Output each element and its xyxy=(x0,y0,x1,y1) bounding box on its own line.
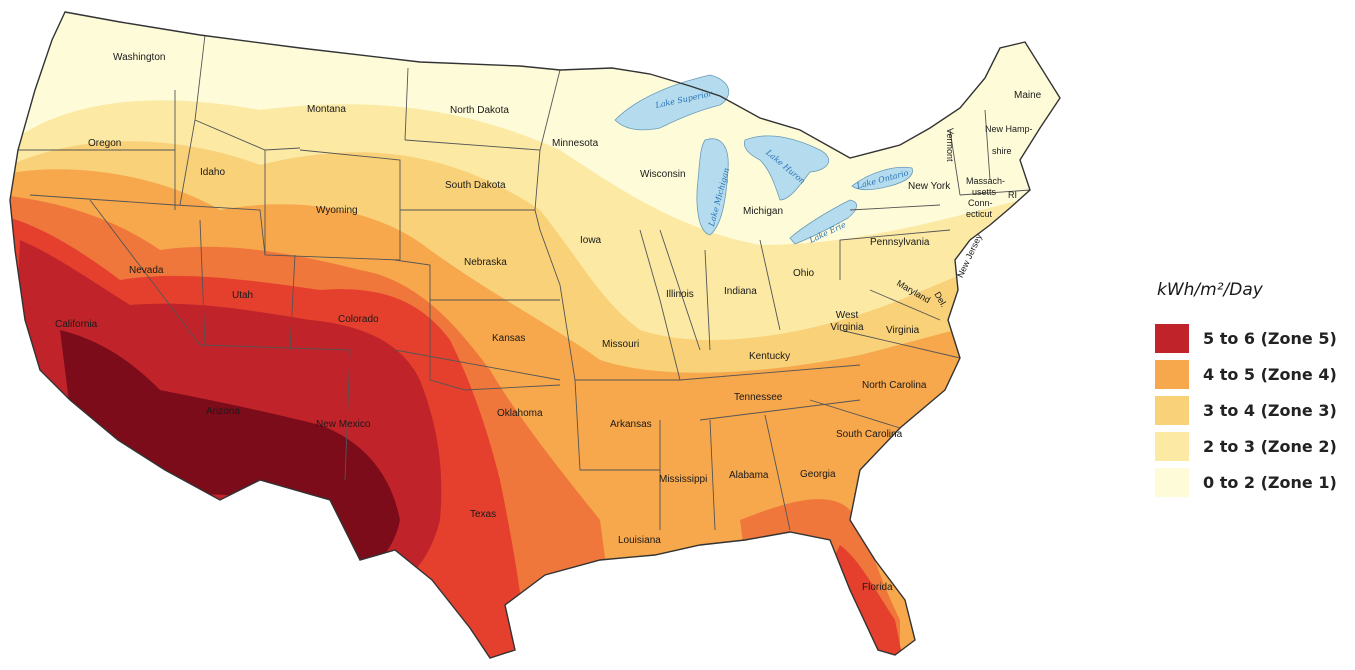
state-label-indiana: Indiana xyxy=(724,286,757,297)
legend-label: 2 to 3 (Zone 2) xyxy=(1203,436,1337,456)
state-label-rhode-island: RI xyxy=(1008,190,1017,200)
legend-row: 4 to 5 (Zone 4) xyxy=(1155,356,1355,392)
legend-label: 3 to 4 (Zone 3) xyxy=(1203,400,1337,420)
lake-ontario-shape xyxy=(851,166,913,191)
state-label-florida: Florida xyxy=(862,582,893,593)
state-label-illinois: Illinois xyxy=(666,289,694,300)
state-label-idaho: Idaho xyxy=(200,167,226,178)
state-label-kansas: Kansas xyxy=(492,333,526,344)
state-label-virginia: Virginia xyxy=(886,325,920,336)
legend-row: 2 to 3 (Zone 2) xyxy=(1155,428,1355,464)
state-label-california: California xyxy=(55,319,98,330)
state-label-south-dakota: South Dakota xyxy=(445,180,506,191)
lake-erie-shape xyxy=(789,199,857,245)
state-borders xyxy=(18,34,1031,531)
legend-swatch xyxy=(1155,359,1189,389)
state-label-mississippi: Mississippi xyxy=(659,474,708,485)
legend-row: 5 to 6 (Zone 5) xyxy=(1155,320,1355,356)
state-label-new-hampshire-2: shire xyxy=(992,146,1012,156)
lake-huron-shape xyxy=(743,135,830,201)
state-label-nebraska: Nebraska xyxy=(464,257,507,268)
state-label-connecticut-1: Conn- xyxy=(968,198,993,208)
state-label-connecticut-2: ecticut xyxy=(966,209,993,219)
state-label-iowa: Iowa xyxy=(580,235,602,246)
state-label-missouri: Missouri xyxy=(602,339,640,350)
zone-5-red-florida xyxy=(835,545,905,658)
us-border-outline xyxy=(9,11,1061,659)
legend-swatch xyxy=(1155,467,1189,497)
state-label-wisconsin: Wisconsin xyxy=(640,169,686,180)
legend-rows: 5 to 6 (Zone 5) 4 to 5 (Zone 4) 3 to 4 (Zo… xyxy=(1155,320,1355,500)
state-label-oregon: Oregon xyxy=(88,138,122,149)
state-label-georgia: Georgia xyxy=(800,469,836,480)
state-label-new-mexico: New Mexico xyxy=(316,419,371,430)
state-label-nevada: Nevada xyxy=(129,265,164,276)
state-label-massachusetts-2: usetts xyxy=(972,187,997,197)
solar-radiation-map xyxy=(9,11,1061,659)
legend-swatch xyxy=(1155,395,1189,425)
state-label-tennessee: Tennessee xyxy=(734,392,783,403)
state-label-pennsylvania: Pennsylvania xyxy=(870,237,930,248)
state-label-ohio: Ohio xyxy=(793,268,815,279)
state-label-vermont: Vermont xyxy=(945,128,955,162)
state-label-washington: Washington xyxy=(113,52,166,63)
state-label-montana: Montana xyxy=(307,104,346,115)
legend-label: 4 to 5 (Zone 4) xyxy=(1203,364,1337,384)
state-label-maine: Maine xyxy=(1014,90,1042,101)
state-label-minnesota: Minnesota xyxy=(552,138,599,149)
state-label-north-carolina: North Carolina xyxy=(862,380,927,391)
state-label-north-dakota: North Dakota xyxy=(450,105,509,116)
legend-swatch xyxy=(1155,431,1189,461)
state-label-louisiana: Louisiana xyxy=(618,535,661,546)
legend: kWh/m²/Day 5 to 6 (Zone 5) 4 to 5 (Zone 4… xyxy=(1155,280,1355,500)
state-label-oklahoma: Oklahoma xyxy=(497,408,543,419)
state-label-michigan: Michigan xyxy=(743,206,784,217)
state-label-massachusetts-1: Massach- xyxy=(966,176,1006,186)
state-label-texas: Texas xyxy=(470,509,497,520)
legend-swatch xyxy=(1155,323,1189,353)
state-label-new-hampshire-1: New Hamp- xyxy=(985,124,1033,134)
state-label-south-carolina: South Carolina xyxy=(836,429,903,440)
state-label-arkansas: Arkansas xyxy=(610,419,652,430)
state-label-new-york: New York xyxy=(908,181,951,192)
lake-michigan-shape xyxy=(696,138,729,236)
state-label-wyoming: Wyoming xyxy=(316,205,358,216)
state-label-alabama: Alabama xyxy=(729,470,769,481)
state-label-west-virginia: West Virginia xyxy=(830,310,864,333)
legend-row: 3 to 4 (Zone 3) xyxy=(1155,392,1355,428)
state-label-arizona: Arizona xyxy=(206,406,240,417)
state-label-kentucky: Kentucky xyxy=(749,351,791,362)
legend-title: kWh/m²/Day xyxy=(1157,280,1263,300)
legend-row: 0 to 2 (Zone 1) xyxy=(1155,464,1355,500)
state-label-utah: Utah xyxy=(232,290,254,301)
legend-label: 5 to 6 (Zone 5) xyxy=(1203,328,1337,348)
legend-label: 0 to 2 (Zone 1) xyxy=(1203,472,1337,492)
state-label-colorado: Colorado xyxy=(338,314,379,325)
